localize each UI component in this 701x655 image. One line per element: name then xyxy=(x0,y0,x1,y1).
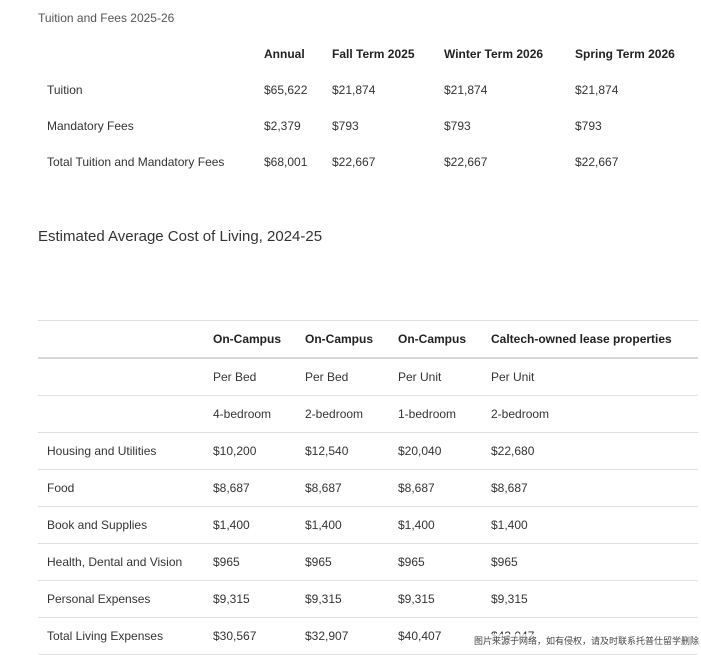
table-cell: $9,315 xyxy=(491,580,698,618)
tuition-section-title: Tuition and Fees 2025-26 xyxy=(38,11,175,25)
table-cell: $1,400 xyxy=(213,506,305,544)
table-cell: $68,001 xyxy=(264,155,308,169)
table-cell: $21,874 xyxy=(332,83,376,97)
table-row: Health, Dental and Vision $965 $965 $965… xyxy=(38,543,698,581)
table-cell: $20,040 xyxy=(398,432,491,470)
table-cell: $8,687 xyxy=(398,469,491,507)
column-header-fall: Fall Term 2025 xyxy=(332,47,415,61)
table-cell: $2,379 xyxy=(264,119,301,133)
table-cell: $9,315 xyxy=(398,580,491,618)
table-cell: $22,667 xyxy=(575,155,619,169)
row-label: Book and Supplies xyxy=(38,506,213,544)
table-cell: $9,315 xyxy=(305,580,398,618)
row-label: Total Tuition and Mandatory Fees xyxy=(47,155,225,169)
table-cell: $793 xyxy=(575,119,602,133)
table-cell: $965 xyxy=(305,543,398,581)
table-cell: $22,680 xyxy=(491,432,698,470)
table-row: Per Bed Per Bed Per Unit Per Unit xyxy=(38,358,698,396)
column-header-on-campus-3: On-Campus xyxy=(398,320,491,359)
table-row: 4-bedroom 2-bedroom 1-bedroom 2-bedroom xyxy=(38,395,698,433)
column-header-on-campus-1: On-Campus xyxy=(213,320,305,359)
table-row: Book and Supplies $1,400 $1,400 $1,400 $… xyxy=(38,506,698,544)
row-label: Mandatory Fees xyxy=(47,119,134,133)
column-header-winter: Winter Term 2026 xyxy=(444,47,544,61)
table-cell: $9,315 xyxy=(213,580,305,618)
watermark-caption: 图片来源于网络，如有侵权，请及时联系托普仕留学删除 xyxy=(471,634,701,647)
table-cell: $793 xyxy=(444,119,471,133)
table-cell: $30,567 xyxy=(213,617,305,655)
row-label: Health, Dental and Vision xyxy=(38,543,213,581)
row-label: Housing and Utilities xyxy=(38,432,213,470)
row-label: Tuition xyxy=(47,83,83,97)
table-cell: $21,874 xyxy=(444,83,488,97)
row-label: Personal Expenses xyxy=(38,580,213,618)
column-header-spring: Spring Term 2026 xyxy=(575,47,675,61)
table-cell: $22,667 xyxy=(332,155,376,169)
table-cell: Per Bed xyxy=(305,358,398,396)
column-header xyxy=(38,320,213,359)
column-header-lease-properties: Caltech-owned lease properties xyxy=(491,320,698,359)
table-cell: $1,400 xyxy=(398,506,491,544)
table-header-row: Annual Fall Term 2025 Winter Term 2026 S… xyxy=(38,36,695,72)
living-cost-section-title: Estimated Average Cost of Living, 2024-2… xyxy=(38,228,323,245)
table-cell: $21,874 xyxy=(575,83,619,97)
table-cell: $8,687 xyxy=(213,469,305,507)
table-cell: $22,667 xyxy=(444,155,488,169)
table-cell: $8,687 xyxy=(305,469,398,507)
column-header-annual: Annual xyxy=(264,47,305,61)
table-row: Tuition $65,622 $21,874 $21,874 $21,874 xyxy=(38,72,695,108)
table-cell: Per Unit xyxy=(491,358,698,396)
table-cell: $965 xyxy=(491,543,698,581)
table-cell: Per Unit xyxy=(398,358,491,396)
tuition-fees-table: Annual Fall Term 2025 Winter Term 2026 S… xyxy=(38,36,695,180)
table-cell: $12,540 xyxy=(305,432,398,470)
table-cell: $965 xyxy=(398,543,491,581)
table-cell: 1-bedroom xyxy=(398,395,491,433)
table-row: Housing and Utilities $10,200 $12,540 $2… xyxy=(38,432,698,470)
table-row: Mandatory Fees $2,379 $793 $793 $793 xyxy=(38,108,695,144)
table-cell: 2-bedroom xyxy=(491,395,698,433)
table-cell: $1,400 xyxy=(491,506,698,544)
row-label: Total Living Expenses xyxy=(38,617,213,655)
table-cell: 2-bedroom xyxy=(305,395,398,433)
table-cell: $8,687 xyxy=(491,469,698,507)
table-cell: $32,907 xyxy=(305,617,398,655)
table-cell: $793 xyxy=(332,119,359,133)
table-cell: $10,200 xyxy=(213,432,305,470)
table-row: Total Tuition and Mandatory Fees $68,001… xyxy=(38,144,695,180)
living-cost-table: On-Campus On-Campus On-Campus Caltech-ow… xyxy=(38,320,698,655)
table-row: Food $8,687 $8,687 $8,687 $8,687 xyxy=(38,469,698,507)
row-label xyxy=(38,358,213,396)
table-cell: $965 xyxy=(213,543,305,581)
table-header-row: On-Campus On-Campus On-Campus Caltech-ow… xyxy=(38,320,698,359)
column-header xyxy=(38,36,264,72)
row-label xyxy=(38,395,213,433)
column-header-on-campus-2: On-Campus xyxy=(305,320,398,359)
table-cell: $65,622 xyxy=(264,83,308,97)
table-cell: $1,400 xyxy=(305,506,398,544)
row-label: Food xyxy=(38,469,213,507)
table-cell: Per Bed xyxy=(213,358,305,396)
table-row: Personal Expenses $9,315 $9,315 $9,315 $… xyxy=(38,580,698,618)
table-cell: 4-bedroom xyxy=(213,395,305,433)
